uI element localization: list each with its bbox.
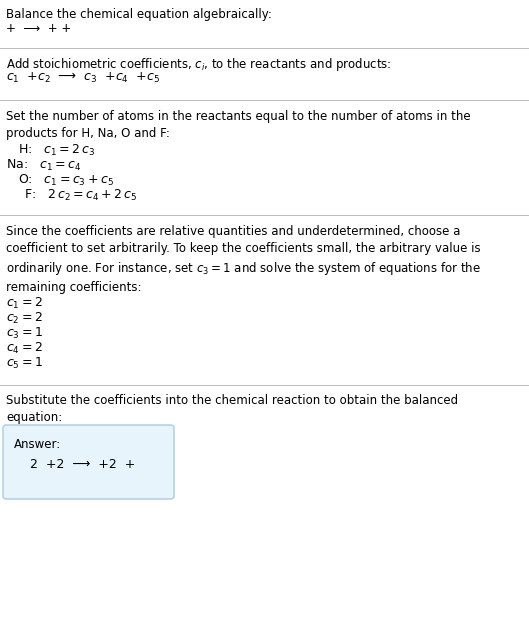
Text: Answer:: Answer:	[14, 438, 61, 451]
Text: $c_5 = 1$: $c_5 = 1$	[6, 356, 43, 371]
Text: Since the coefficients are relative quantities and underdetermined, choose a
coe: Since the coefficients are relative quan…	[6, 225, 481, 294]
Text: $c_2 = 2$: $c_2 = 2$	[6, 311, 43, 326]
Text: $c_3 = 1$: $c_3 = 1$	[6, 326, 43, 341]
Text: Substitute the coefficients into the chemical reaction to obtain the balanced
eq: Substitute the coefficients into the che…	[6, 394, 458, 424]
Text: $c_1 = 2$: $c_1 = 2$	[6, 296, 43, 311]
Text: $c_1$  +$c_2$  ⟶  $c_3$  +$c_4$  +$c_5$: $c_1$ +$c_2$ ⟶ $c_3$ +$c_4$ +$c_5$	[6, 71, 160, 85]
Text: Add stoichiometric coefficients, $c_i$, to the reactants and products:: Add stoichiometric coefficients, $c_i$, …	[6, 56, 391, 73]
Text: +  ⟶  + +: + ⟶ + +	[6, 22, 71, 35]
Text: Balance the chemical equation algebraically:: Balance the chemical equation algebraica…	[6, 8, 272, 21]
Text: $c_4 = 2$: $c_4 = 2$	[6, 341, 43, 356]
Text: 2  +2  ⟶  +2  +: 2 +2 ⟶ +2 +	[14, 458, 135, 471]
Text: F:   $2\,c_2 = c_4 + 2\,c_5$: F: $2\,c_2 = c_4 + 2\,c_5$	[24, 188, 137, 203]
Text: H:   $c_1 = 2\,c_3$: H: $c_1 = 2\,c_3$	[18, 143, 95, 158]
FancyBboxPatch shape	[3, 425, 174, 499]
Text: O:   $c_1 = c_3 + c_5$: O: $c_1 = c_3 + c_5$	[18, 173, 114, 188]
Text: Set the number of atoms in the reactants equal to the number of atoms in the
pro: Set the number of atoms in the reactants…	[6, 110, 471, 140]
Text: Na:   $c_1 = c_4$: Na: $c_1 = c_4$	[6, 158, 81, 173]
